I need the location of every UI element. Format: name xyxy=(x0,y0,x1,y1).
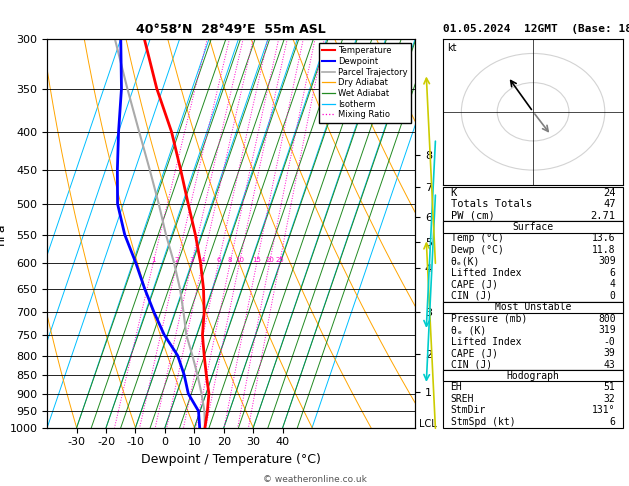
FancyBboxPatch shape xyxy=(443,302,623,313)
Text: 13.6: 13.6 xyxy=(592,233,616,243)
Text: LCL: LCL xyxy=(419,419,437,430)
Text: CIN (J): CIN (J) xyxy=(450,360,492,370)
Text: 6: 6 xyxy=(610,417,616,427)
Text: Temp (°C): Temp (°C) xyxy=(450,233,503,243)
Legend: Temperature, Dewpoint, Parcel Trajectory, Dry Adiabat, Wet Adiabat, Isotherm, Mi: Temperature, Dewpoint, Parcel Trajectory… xyxy=(319,43,411,122)
Text: Dewp (°C): Dewp (°C) xyxy=(450,245,503,255)
FancyBboxPatch shape xyxy=(443,187,623,222)
Text: StmSpd (kt): StmSpd (kt) xyxy=(450,417,515,427)
Text: θₑ(K): θₑ(K) xyxy=(450,257,480,266)
Text: 6: 6 xyxy=(216,257,221,263)
Y-axis label: hPa: hPa xyxy=(0,222,7,244)
Text: Hodograph: Hodograph xyxy=(506,371,560,381)
Text: 319: 319 xyxy=(598,325,616,335)
Text: PW (cm): PW (cm) xyxy=(450,211,494,221)
Text: 131°: 131° xyxy=(592,405,616,416)
Text: 3: 3 xyxy=(189,257,194,263)
Text: 4: 4 xyxy=(201,257,205,263)
Text: 309: 309 xyxy=(598,257,616,266)
Text: Mixing Ratio (g/kg): Mixing Ratio (g/kg) xyxy=(476,187,486,279)
Text: 43: 43 xyxy=(604,360,616,370)
Text: © weatheronline.co.uk: © weatheronline.co.uk xyxy=(262,474,367,484)
Text: 0: 0 xyxy=(610,291,616,301)
Text: 800: 800 xyxy=(598,313,616,324)
Text: EH: EH xyxy=(450,382,462,392)
Text: 8: 8 xyxy=(228,257,233,263)
Text: CAPE (J): CAPE (J) xyxy=(450,348,498,358)
Title: 40°58’N  28°49’E  55m ASL: 40°58’N 28°49’E 55m ASL xyxy=(136,23,326,36)
Text: 6: 6 xyxy=(610,268,616,278)
Text: K: K xyxy=(450,188,457,198)
Text: StmDir: StmDir xyxy=(450,405,486,416)
Text: Lifted Index: Lifted Index xyxy=(450,337,521,347)
Text: θₑ (K): θₑ (K) xyxy=(450,325,486,335)
Text: Lifted Index: Lifted Index xyxy=(450,268,521,278)
Text: SREH: SREH xyxy=(450,394,474,404)
Text: CIN (J): CIN (J) xyxy=(450,291,492,301)
Text: 20: 20 xyxy=(265,257,274,263)
Text: 01.05.2024  12GMT  (Base: 18): 01.05.2024 12GMT (Base: 18) xyxy=(443,24,629,34)
Text: CAPE (J): CAPE (J) xyxy=(450,279,498,289)
Text: 24: 24 xyxy=(603,188,616,198)
Text: kt: kt xyxy=(447,43,457,53)
Text: 10: 10 xyxy=(235,257,244,263)
X-axis label: Dewpoint / Temperature (°C): Dewpoint / Temperature (°C) xyxy=(142,453,321,466)
Text: Totals Totals: Totals Totals xyxy=(450,199,532,209)
Text: 4: 4 xyxy=(610,279,616,289)
Text: 2: 2 xyxy=(175,257,179,263)
FancyBboxPatch shape xyxy=(443,302,623,370)
FancyBboxPatch shape xyxy=(443,370,623,382)
Text: 51: 51 xyxy=(604,382,616,392)
Text: Surface: Surface xyxy=(513,222,554,232)
Y-axis label: km
ASL: km ASL xyxy=(447,223,467,244)
Text: Pressure (mb): Pressure (mb) xyxy=(450,313,527,324)
Text: 25: 25 xyxy=(276,257,284,263)
Text: -0: -0 xyxy=(604,337,616,347)
Text: 47: 47 xyxy=(603,199,616,209)
FancyBboxPatch shape xyxy=(443,222,623,302)
FancyBboxPatch shape xyxy=(443,222,623,233)
FancyBboxPatch shape xyxy=(443,370,623,428)
Text: 1: 1 xyxy=(151,257,155,263)
Text: 32: 32 xyxy=(604,394,616,404)
Text: 11.8: 11.8 xyxy=(592,245,616,255)
Text: Most Unstable: Most Unstable xyxy=(495,302,571,312)
Text: 15: 15 xyxy=(252,257,261,263)
Text: 2.71: 2.71 xyxy=(591,211,616,221)
Text: 39: 39 xyxy=(604,348,616,358)
